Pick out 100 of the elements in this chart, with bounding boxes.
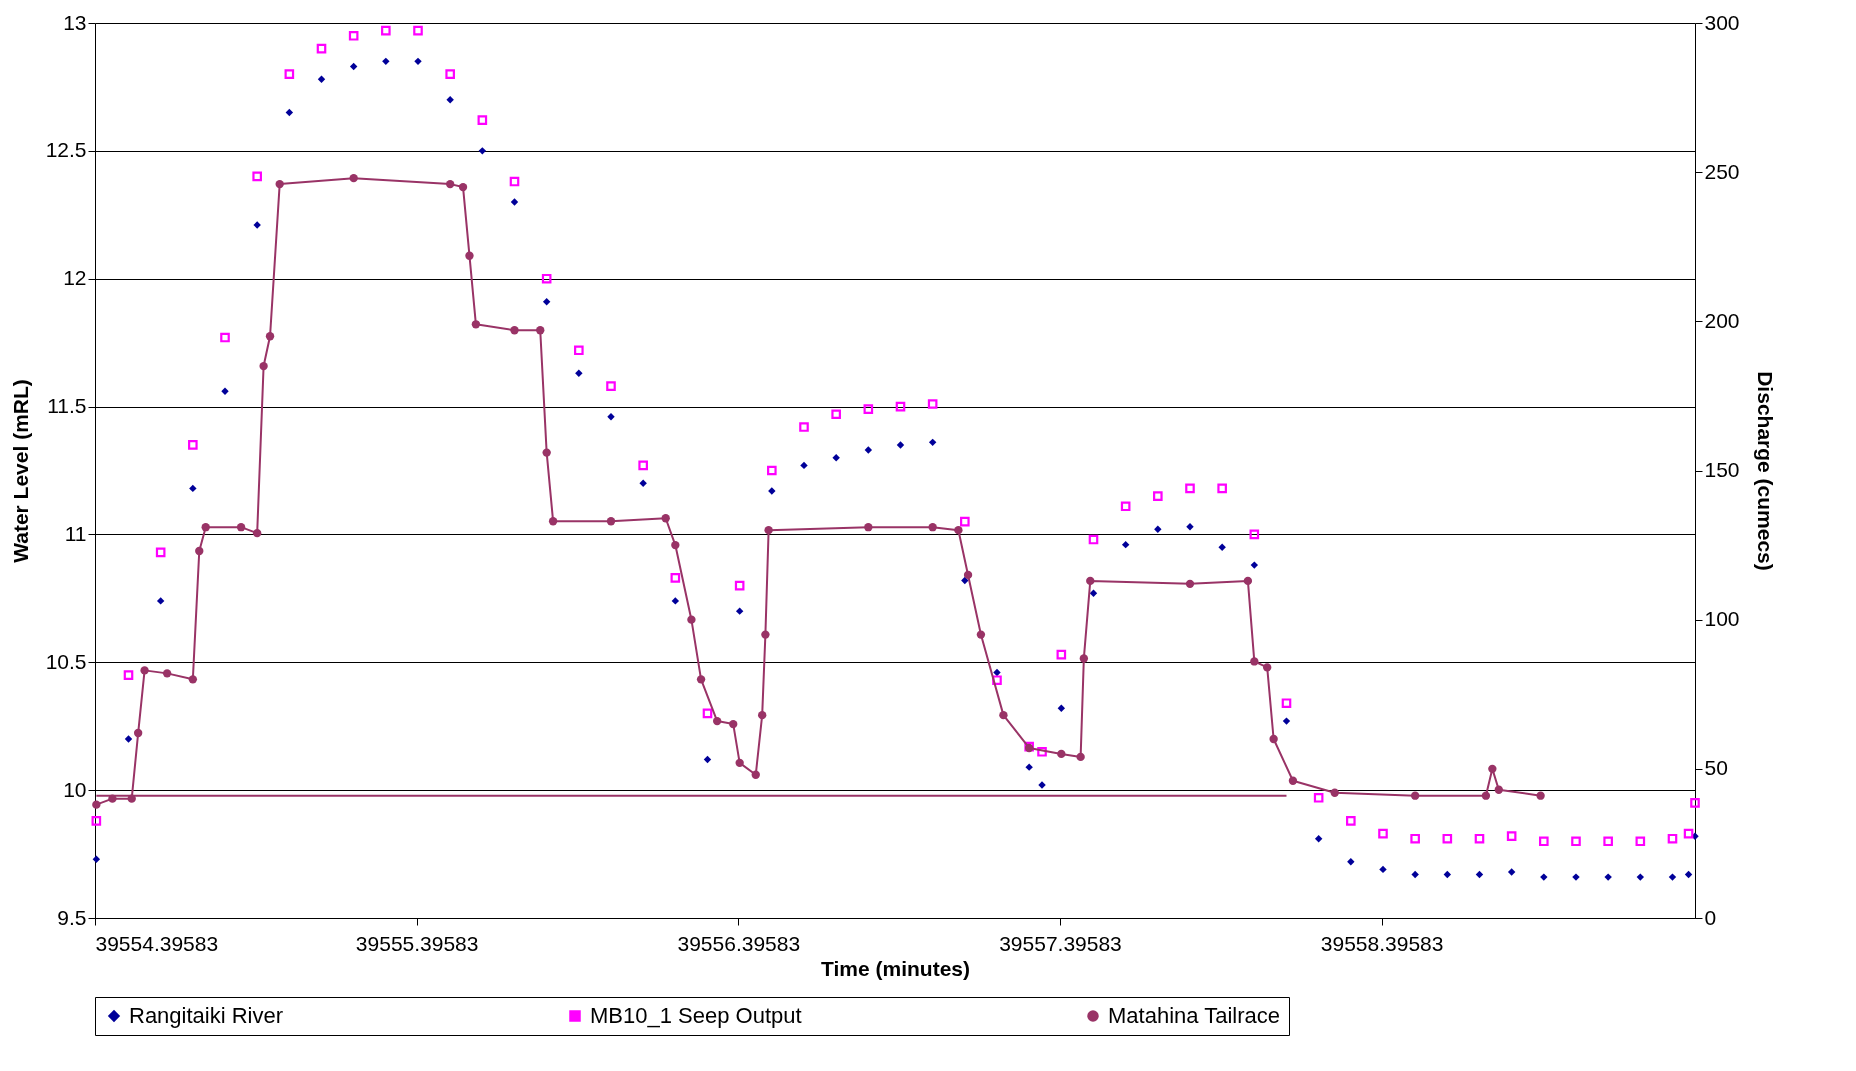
point bbox=[1154, 525, 1162, 534]
point bbox=[1079, 654, 1089, 663]
point bbox=[510, 326, 519, 335]
point bbox=[541, 273, 552, 284]
y-tick-label: 12.5 bbox=[45, 138, 87, 162]
y-tick-label: 12 bbox=[63, 266, 87, 290]
x-tick-label: 39557.39583 bbox=[999, 931, 1122, 955]
point bbox=[156, 597, 165, 605]
point bbox=[799, 422, 809, 432]
point bbox=[703, 755, 712, 764]
point bbox=[1282, 717, 1291, 725]
point bbox=[1378, 828, 1388, 839]
y2-tick-label: 100 bbox=[1704, 607, 1740, 631]
point bbox=[316, 43, 327, 54]
point bbox=[446, 96, 454, 104]
point bbox=[133, 728, 143, 738]
point bbox=[574, 345, 584, 356]
point bbox=[670, 573, 681, 583]
point bbox=[236, 523, 246, 532]
point bbox=[1153, 491, 1163, 501]
point bbox=[761, 630, 770, 639]
y-tick-label: 10.5 bbox=[45, 649, 87, 673]
point bbox=[542, 298, 551, 306]
point bbox=[1410, 791, 1420, 800]
point bbox=[895, 401, 906, 412]
point bbox=[348, 30, 359, 41]
point bbox=[1089, 589, 1098, 597]
point bbox=[1667, 833, 1678, 844]
point bbox=[702, 708, 713, 719]
point bbox=[140, 666, 149, 675]
point bbox=[188, 440, 198, 450]
y-tick-label: 11.5 bbox=[47, 394, 87, 418]
point bbox=[1185, 483, 1195, 494]
point bbox=[458, 182, 468, 192]
point bbox=[993, 668, 1001, 677]
point bbox=[1683, 828, 1694, 839]
point bbox=[1281, 698, 1292, 709]
point bbox=[349, 173, 358, 183]
legend-label: Rangitaiki River bbox=[129, 1003, 284, 1028]
point bbox=[1185, 579, 1195, 589]
point bbox=[1347, 858, 1355, 866]
point bbox=[800, 461, 808, 470]
point bbox=[1263, 663, 1272, 672]
point bbox=[735, 607, 744, 615]
y-tick-label: 11 bbox=[64, 521, 87, 545]
point bbox=[671, 540, 680, 550]
legend-label: Matahina Tailrace bbox=[1108, 1003, 1281, 1028]
point bbox=[382, 57, 390, 66]
point bbox=[575, 369, 583, 378]
point bbox=[1243, 576, 1253, 586]
y2-tick-label: 0 bbox=[1704, 905, 1717, 929]
y2-tick-label: 50 bbox=[1704, 756, 1728, 780]
point bbox=[961, 576, 969, 585]
point bbox=[1314, 835, 1323, 843]
point bbox=[1057, 704, 1066, 713]
point bbox=[638, 460, 648, 471]
point bbox=[1571, 836, 1581, 847]
point bbox=[729, 719, 738, 729]
point bbox=[1411, 870, 1419, 879]
point bbox=[445, 69, 455, 79]
point bbox=[1475, 870, 1484, 879]
point bbox=[92, 800, 101, 809]
point bbox=[275, 179, 284, 189]
point bbox=[1443, 870, 1452, 879]
point bbox=[285, 108, 294, 117]
x-tick-label: 39555.39583 bbox=[355, 931, 479, 955]
point bbox=[954, 525, 963, 535]
point bbox=[252, 528, 262, 538]
point bbox=[928, 523, 937, 532]
point bbox=[671, 597, 680, 605]
point bbox=[687, 615, 696, 624]
point bbox=[1313, 793, 1324, 803]
point bbox=[1288, 776, 1298, 785]
x-tick-label: 39558.39583 bbox=[1320, 931, 1444, 955]
y2-tick-label: 200 bbox=[1704, 308, 1740, 332]
point bbox=[1635, 836, 1646, 847]
point bbox=[606, 381, 616, 391]
point bbox=[1076, 752, 1085, 762]
point bbox=[445, 179, 455, 189]
point bbox=[510, 198, 519, 206]
point bbox=[1330, 788, 1339, 797]
point bbox=[465, 251, 474, 260]
point bbox=[536, 326, 545, 335]
point bbox=[712, 716, 722, 726]
point bbox=[864, 446, 873, 454]
point bbox=[1684, 870, 1693, 879]
point bbox=[317, 75, 326, 83]
point bbox=[1442, 833, 1453, 844]
point bbox=[413, 25, 423, 36]
point bbox=[960, 516, 970, 527]
point bbox=[471, 320, 481, 329]
point bbox=[992, 675, 1002, 685]
point bbox=[1249, 529, 1260, 540]
point bbox=[696, 675, 706, 684]
point bbox=[864, 523, 873, 532]
point bbox=[155, 547, 166, 558]
point bbox=[265, 332, 275, 341]
point bbox=[735, 758, 744, 768]
point bbox=[1690, 798, 1700, 808]
point bbox=[188, 675, 198, 684]
